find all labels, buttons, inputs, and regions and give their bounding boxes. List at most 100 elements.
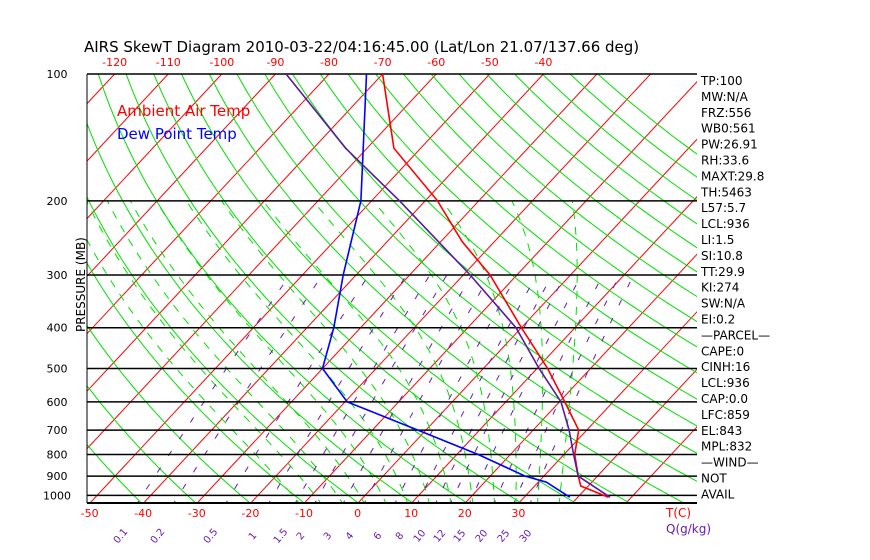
profile-dew-point-temp: [321, 74, 571, 498]
isotherm-line: [196, 74, 598, 503]
bottom-temp-tick-label: 0: [354, 507, 361, 520]
isotherm-line: [0, 74, 61, 506]
index-value: MW:N/A: [701, 90, 749, 104]
dry-adiabat-line: [0, 74, 36, 506]
top-temp-tick-label: -110: [156, 56, 181, 69]
mixing-ratio-tick-label: 1.5: [272, 527, 291, 546]
index-value: TP:100: [700, 74, 743, 88]
isotherm-line: [464, 253, 697, 503]
mixing-ratio-axis-label: Q(g/kg): [666, 522, 711, 536]
index-value: —WIND—: [701, 456, 759, 470]
pressure-tick-label: 200: [47, 195, 68, 208]
isotherm-line: [250, 74, 651, 503]
mixing-ratio-line: [450, 274, 566, 503]
pressure-tick-label: 400: [47, 322, 68, 335]
isotherm-line: [87, 74, 115, 105]
mixing-ratio-tick-label: 20: [474, 528, 491, 545]
index-value: KI:274: [701, 281, 739, 295]
mixing-ratio-tick-label: 4: [344, 530, 357, 542]
top-temp-tick-label: -70: [374, 56, 392, 69]
index-value: SW:N/A: [701, 297, 746, 311]
index-value: —PARCEL—: [701, 328, 770, 342]
dry-adiabat-line: [375, 74, 697, 348]
index-value: MAXT:29.8: [701, 169, 764, 183]
dry-adiabat-line: [430, 74, 697, 298]
index-value: SI:10.8: [701, 249, 743, 263]
mixing-ratio-tick-label: 8: [394, 530, 407, 542]
isotherm-line: [625, 426, 697, 503]
index-value: RH:33.6: [701, 154, 749, 168]
index-value: LCL:936: [701, 217, 750, 231]
index-value: AVAIL: [701, 487, 735, 501]
isotherm-line: [518, 311, 697, 503]
moist-adiabat-line: [441, 200, 517, 503]
dry-adiabat-line: [181, 74, 631, 503]
bottom-temp-tick-label: -20: [241, 507, 259, 520]
mixing-ratio-tick-label: 0.1: [112, 527, 131, 546]
dry-adiabat-line: [319, 74, 697, 400]
pressure-tick-label: 900: [47, 470, 68, 483]
mixing-ratio-line: [417, 274, 537, 503]
axes: -120 -110 -100 -90 -80 -70 -60 -50 -40-50 -40 -30-…: [81, 56, 697, 546]
top-temp-tick-label: -100: [209, 56, 234, 69]
pressure-tick-label: 600: [47, 396, 68, 409]
bottom-temp-tick-label: -50: [81, 507, 99, 520]
index-value: CAPE:0: [701, 344, 744, 358]
isotherm-line: [87, 74, 169, 162]
top-temp-tick-label: -80: [320, 56, 338, 69]
top-temp-tick-label: -90: [266, 56, 284, 69]
dry-adiabat-line: [264, 74, 697, 454]
mixing-ratio-line: [363, 274, 491, 503]
profile-ambient-air-temp: [381, 74, 609, 498]
isotherm-line: [303, 81, 697, 503]
index-value: TH:5463: [700, 185, 752, 199]
moist-adiabat-line: [155, 200, 387, 503]
mixing-ratio-tick-label: 15: [452, 528, 469, 545]
pressure-tick-label: 300: [47, 269, 68, 282]
top-temp-tick-label: -120: [102, 56, 127, 69]
top-temp-tick-label: -40: [534, 56, 552, 69]
bottom-temp-tick-label: 20: [458, 507, 472, 520]
mixing-ratio-line: [529, 274, 634, 503]
mixing-ratio-tick-label: 30: [518, 528, 535, 545]
moist-adiabat-line: [221, 200, 430, 503]
bottom-temp-tick-label: 30: [511, 507, 525, 520]
isotherm-line: [87, 74, 223, 220]
moist-adiabat-line: [186, 200, 409, 503]
index-value: MPL:832: [701, 440, 752, 454]
mixing-ratio-line: [493, 274, 604, 503]
mixing-ratio-tick-label: 2: [295, 530, 308, 542]
pressure-tick-label: 500: [47, 363, 68, 376]
isotherm-line: [357, 138, 697, 503]
mixing-ratio-line: [225, 274, 370, 503]
index-value: EI:0.2: [701, 313, 735, 327]
index-value: L57:5.7: [701, 201, 746, 215]
index-value: EL:843: [701, 424, 742, 438]
mixing-ratio-line: [468, 274, 582, 503]
mixing-ratio-tick-label: 0.2: [149, 527, 168, 546]
moist-adiabat-line: [372, 200, 495, 503]
y-axis-label: PRESSURE (MB): [74, 237, 88, 332]
isotherm-line: [571, 368, 697, 503]
index-value: WB0:561: [701, 122, 756, 136]
mixing-ratio-tick-label: 12: [432, 528, 449, 545]
mixing-ratio-line: [342, 274, 473, 503]
bottom-temp-tick-label: -40: [134, 507, 152, 520]
isotherm-line: [87, 74, 437, 450]
mixing-ratio-tick-label: 3: [322, 530, 335, 542]
index-value: CAP:0.0: [701, 392, 748, 406]
bottom-temp-tick-label: -30: [188, 507, 206, 520]
dry-adiabat-line: [514, 74, 697, 225]
chart-title: AIRS SkewT Diagram 2010-03-22/04:16:45.0…: [84, 38, 639, 56]
index-value: PW:26.91: [701, 138, 758, 152]
top-temp-tick-label: -50: [481, 56, 499, 69]
moist-adiabat-line: [129, 200, 365, 503]
isotherm-line: [142, 74, 544, 503]
bottom-temp-tick-label: 10: [404, 507, 418, 520]
pressure-tick-label: 100: [47, 68, 68, 81]
x-axis-label: T(C): [665, 506, 691, 520]
mixing-ratio-tick-label: 10: [412, 528, 429, 545]
index-value: LFC:859: [701, 408, 750, 422]
index-value: NOT: [701, 472, 727, 486]
